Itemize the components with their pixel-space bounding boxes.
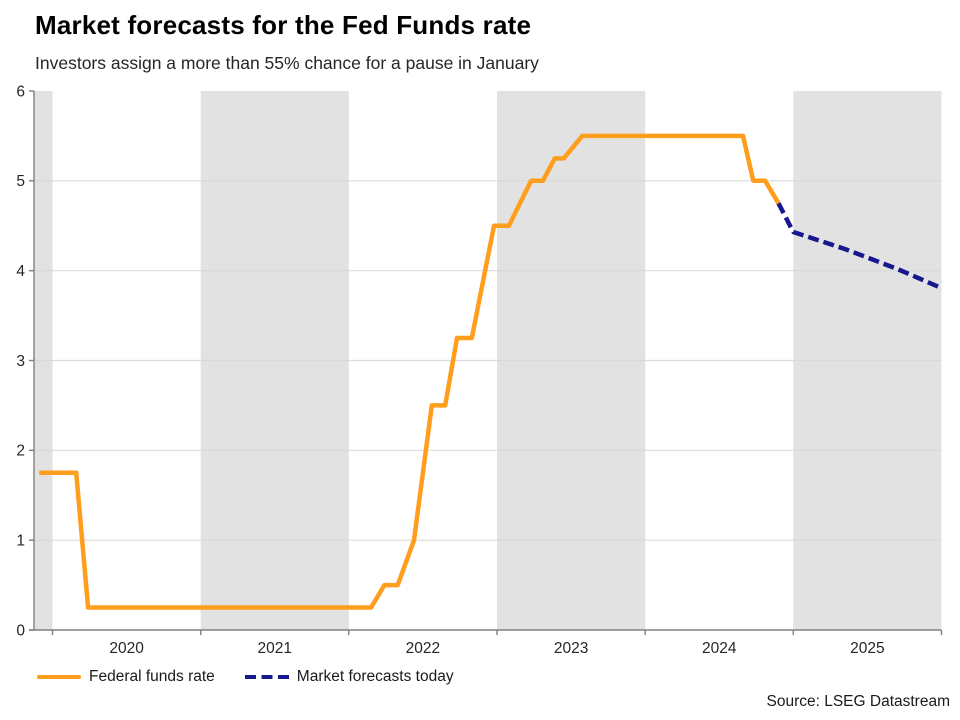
y-tick-label: 5: [16, 173, 25, 190]
x-tick-label: 2023: [554, 640, 588, 657]
forecast-line: [776, 202, 940, 289]
legend-swatch-dashed-line-icon: [244, 674, 289, 680]
chart-title: Market forecasts for the Fed Funds rate: [35, 10, 532, 40]
legend-swatch-solid-line-icon: [37, 674, 81, 680]
x-tick-label: 2022: [406, 640, 440, 657]
chart-legend: Federal funds rate Market forecasts toda…: [37, 668, 454, 686]
legend-item-federal-funds: Federal funds rate: [37, 668, 215, 686]
x-tick-label: 2020: [109, 640, 144, 657]
y-tick-label: 6: [16, 83, 25, 100]
chart-subtitle: Investors assign a more than 55% chance …: [35, 53, 539, 73]
y-tick-label: 2: [16, 443, 25, 460]
x-tick-label: 2025: [850, 640, 884, 657]
y-tick-label: 0: [16, 622, 25, 639]
legend-item-forecast: Market forecasts today: [244, 668, 454, 686]
y-tick-label: 1: [16, 533, 25, 550]
source-attribution: Source: LSEG Datastream: [766, 693, 951, 710]
y-tick-label: 3: [16, 353, 25, 370]
legend-label-forecast: Market forecasts today: [296, 668, 454, 685]
x-tick-label: 2024: [702, 640, 737, 657]
y-tick-label: 4: [16, 263, 25, 280]
legend-label-federal-funds: Federal funds rate: [89, 668, 215, 685]
x-tick-label: 2021: [258, 640, 292, 657]
federal-funds-line: [39, 133, 781, 610]
